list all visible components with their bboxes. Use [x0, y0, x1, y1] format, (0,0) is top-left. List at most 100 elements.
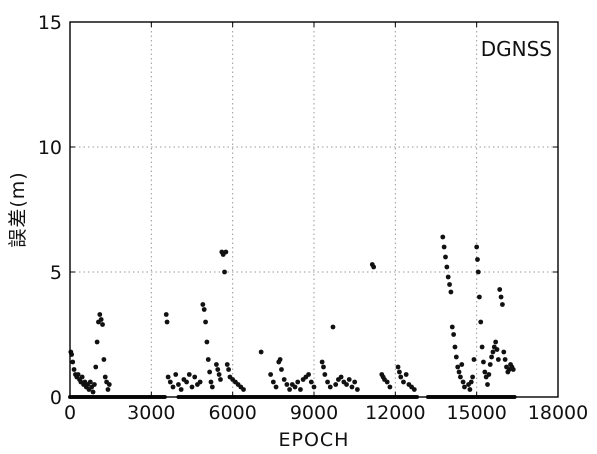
data-point [344, 382, 349, 387]
data-point [455, 364, 461, 370]
data-point [98, 317, 104, 322]
data-point [97, 312, 103, 317]
data-point [306, 372, 311, 377]
data-point [460, 379, 466, 385]
data-point [200, 302, 206, 307]
data-point [481, 359, 486, 365]
grid-lines [70, 22, 558, 397]
x-tick-label: 3000 [127, 402, 175, 424]
data-point [90, 389, 96, 395]
data-point [493, 339, 499, 345]
x-tick-label: 18000 [528, 402, 588, 424]
data-point [222, 269, 227, 275]
data-point [102, 374, 108, 380]
data-point [101, 357, 107, 362]
data-point [471, 357, 477, 362]
data-point [440, 234, 446, 240]
data-point [371, 264, 377, 270]
data-point [346, 377, 352, 382]
data-point [349, 384, 355, 390]
data-point [322, 372, 328, 377]
data-point [459, 362, 465, 367]
data-point [208, 379, 214, 385]
data-point [197, 379, 203, 385]
data-point [444, 264, 450, 270]
data-point [448, 289, 454, 295]
data-point [327, 384, 333, 390]
data-point [384, 379, 390, 385]
data-point [333, 382, 339, 387]
data-point [475, 269, 481, 275]
data-point [462, 384, 467, 390]
data-point [281, 377, 287, 382]
data-point [167, 379, 173, 385]
data-point [452, 344, 458, 350]
data-point [273, 384, 279, 390]
plot-frame [69, 21, 559, 398]
data-point [510, 367, 516, 372]
y-axis-ticks: 0 5 10 15 [38, 12, 558, 409]
data-point [453, 354, 459, 360]
data-point [458, 374, 463, 380]
data-point [71, 367, 77, 372]
data-point [184, 379, 189, 385]
data-point [100, 322, 105, 327]
data-point [468, 379, 474, 385]
data-point [92, 382, 97, 387]
data-point [495, 357, 501, 362]
data-point [498, 294, 504, 300]
data-point [268, 372, 274, 377]
x-axis-title: EPOCH [279, 429, 350, 451]
data-point [70, 359, 76, 365]
data-point [398, 374, 404, 380]
data-point [170, 384, 176, 390]
data-point [478, 319, 484, 325]
data-point [203, 319, 208, 325]
data-point [241, 387, 246, 392]
data-point [441, 244, 447, 250]
x-axis-ticks: 0 3000 6000 9000 12000 15000 18000 [64, 22, 588, 424]
y-tick-label: 15 [38, 12, 62, 34]
data-point [201, 307, 207, 312]
data-point [216, 372, 222, 377]
data-point [494, 347, 500, 352]
data-point [482, 369, 488, 375]
data-point [270, 379, 276, 385]
data-point [445, 274, 451, 280]
x-tick-label: 12000 [365, 402, 425, 424]
data-point [226, 367, 232, 372]
x-tick-label: 15000 [446, 402, 506, 424]
data-point [164, 319, 170, 325]
data-point [173, 372, 179, 377]
data-point [279, 367, 284, 372]
data-points [68, 234, 517, 399]
data-point [500, 302, 505, 307]
data-point [105, 387, 111, 392]
data-point [352, 379, 358, 385]
data-point [490, 349, 496, 355]
data-point [387, 384, 393, 390]
data-point [475, 257, 480, 262]
data-point [486, 372, 492, 377]
data-point [106, 382, 112, 387]
data-point [470, 374, 475, 380]
x-tick-label: 0 [64, 402, 76, 424]
data-point [87, 379, 93, 385]
data-point [443, 254, 448, 260]
data-point [338, 374, 344, 380]
data-point [186, 372, 192, 377]
data-point [411, 387, 417, 392]
data-point [94, 339, 100, 345]
data-point [176, 382, 181, 387]
data-point [258, 349, 264, 355]
data-point [501, 349, 507, 355]
data-point [277, 357, 283, 362]
data-point [485, 382, 490, 387]
data-point [93, 364, 99, 370]
data-point [456, 369, 462, 375]
data-point [287, 387, 292, 392]
data-point [479, 344, 485, 350]
data-point [489, 354, 494, 360]
data-point [218, 377, 223, 382]
